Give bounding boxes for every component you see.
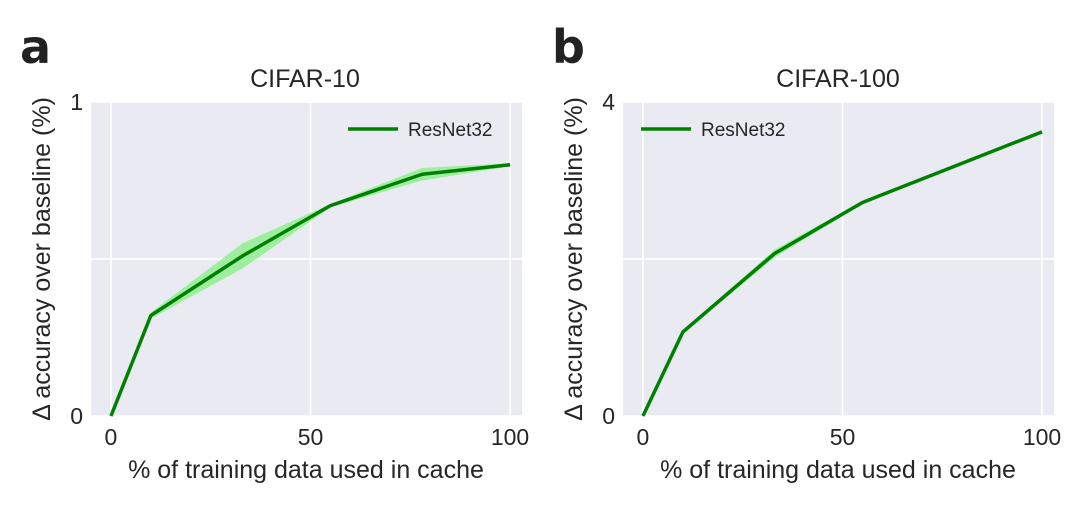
- x-ticks-b: 0 50 100: [637, 424, 1062, 450]
- y-axis-label-a: Δ accuracy over baseline (%): [28, 97, 56, 421]
- panel-label-b: b: [552, 20, 585, 74]
- x-axis-label-b: % of training data used in cache: [660, 456, 1016, 484]
- x-tick-label: 50: [298, 424, 324, 450]
- x-tick-label: 50: [830, 424, 856, 450]
- grid-a: [91, 101, 522, 417]
- y-axis-label-b: Δ accuracy over baseline (%): [560, 97, 588, 421]
- legend-label-b: ResNet32: [701, 120, 786, 141]
- x-tick-label: 0: [105, 424, 118, 450]
- series-line-resnet32-a: [109, 163, 511, 417]
- x-axis-label-a: % of training data used in cache: [128, 456, 484, 484]
- y-tick-label: 4: [602, 89, 615, 115]
- legend-label-a: ResNet32: [408, 120, 493, 141]
- chart-title-b: CIFAR-100: [776, 65, 900, 93]
- y-tick-label: 1: [70, 89, 83, 115]
- y-tick-label: 0: [70, 403, 83, 429]
- legend-b: ResNet32: [641, 120, 786, 141]
- panel-a: a CIFAR-10 0 50 100 01 % of training data …: [20, 20, 529, 484]
- panel-label-a: a: [20, 20, 51, 74]
- y-ticks-a: 01: [70, 89, 83, 429]
- x-tick-label: 100: [1023, 424, 1061, 450]
- y-tick-label: 0: [602, 403, 615, 429]
- y-ticks-b: 04: [602, 89, 615, 429]
- panel-b: b CIFAR-100 0 50 100 04 % of training data…: [552, 20, 1061, 484]
- x-ticks-a: 0 50 100: [105, 424, 530, 450]
- chart-title-a: CIFAR-10: [250, 65, 360, 93]
- legend-a: ResNet32: [348, 120, 493, 141]
- series-line-resnet32-b: [641, 130, 1043, 417]
- x-tick-label: 100: [491, 424, 529, 450]
- grid-b: [623, 101, 1054, 417]
- x-tick-label: 0: [637, 424, 650, 450]
